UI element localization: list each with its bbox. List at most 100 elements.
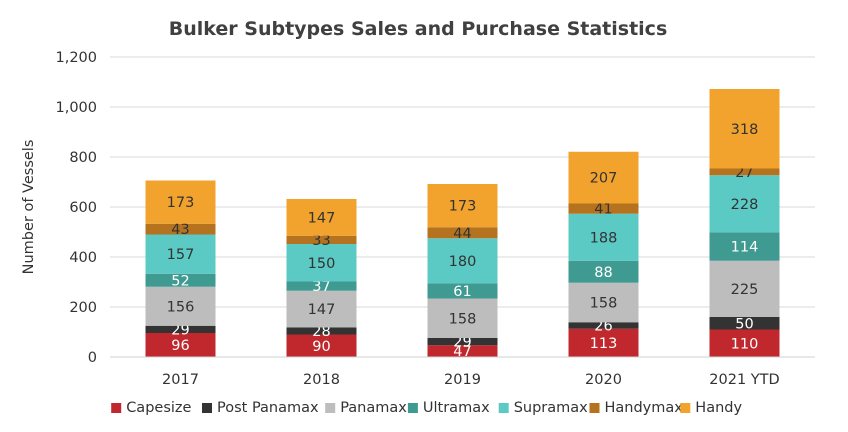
bar-segment <box>709 329 780 357</box>
bar-segment <box>568 151 639 204</box>
data-label: 207 <box>590 171 618 187</box>
legend-swatch <box>202 403 212 413</box>
data-label: 113 <box>590 336 618 352</box>
legend-swatch <box>325 403 336 413</box>
bar-segment <box>145 333 216 357</box>
legend-swatch <box>589 403 600 413</box>
legend-item: Panamax <box>325 400 407 416</box>
bar-segment <box>286 290 357 328</box>
data-label: 147 <box>308 210 336 226</box>
bar-segment <box>568 322 639 329</box>
data-label: 158 <box>449 311 477 327</box>
data-label: 44 <box>453 226 471 242</box>
data-label: 150 <box>308 256 336 272</box>
data-label: 27 <box>735 165 753 181</box>
data-label: 96 <box>171 338 189 354</box>
bar-segment <box>286 235 357 244</box>
y-tick-label: 800 <box>69 150 97 166</box>
legend-label: Handy <box>695 400 742 416</box>
y-tick-label: 600 <box>69 200 97 216</box>
legend-item: Post Panamax <box>202 400 319 416</box>
bar-segment <box>427 238 498 284</box>
bar-segment <box>709 89 780 169</box>
legend-label: Post Panamax <box>217 400 319 416</box>
bar-segment <box>709 175 780 233</box>
data-label: 52 <box>171 273 189 289</box>
bar-segment <box>145 223 216 235</box>
data-label: 225 <box>731 282 759 298</box>
data-label: 28 <box>312 324 330 340</box>
bar-segment <box>286 281 357 291</box>
data-label: 156 <box>167 299 195 315</box>
x-axis-ticks: 2017 2018 2019 2020 2021 YTD <box>162 372 780 388</box>
legend-item: Supramax <box>498 400 588 416</box>
bar-segment <box>709 260 780 317</box>
bar-segment <box>709 232 780 261</box>
bar-segment <box>145 234 216 274</box>
bar-segment <box>568 282 639 323</box>
bar-segment <box>427 298 498 338</box>
data-label: 318 <box>731 122 759 138</box>
bar-segment <box>145 180 216 224</box>
legend-item: Ultramax <box>407 400 490 416</box>
data-label: 147 <box>308 302 336 318</box>
legend-swatch <box>498 403 509 413</box>
legend-swatch <box>111 403 122 413</box>
bar-segment <box>286 334 357 357</box>
x-tick-label: 2017 <box>162 372 199 388</box>
bar-segment <box>709 317 780 330</box>
bar-segment <box>709 168 780 176</box>
data-label: 50 <box>735 316 753 332</box>
data-label: 61 <box>453 284 471 300</box>
x-tick-label: 2018 <box>303 372 340 388</box>
legend-label: Supramax <box>514 400 588 416</box>
legend-item: Handymax <box>589 400 683 416</box>
x-tick-label: 2019 <box>444 372 481 388</box>
data-label: 110 <box>731 336 759 352</box>
data-label: 180 <box>449 254 477 270</box>
data-label: 173 <box>167 195 195 211</box>
data-label: 158 <box>590 296 618 312</box>
bar-segment <box>427 227 498 239</box>
x-tick-label: 2021 YTD <box>709 372 779 388</box>
legend-label: Panamax <box>340 400 407 416</box>
y-tick-label: 200 <box>69 300 97 316</box>
data-label: 29 <box>453 335 471 351</box>
data-label: 26 <box>594 319 612 335</box>
data-label: 188 <box>590 230 618 246</box>
y-tick-label: 1,000 <box>55 100 97 116</box>
chart-title: Bulker Subtypes Sales and Purchase Stati… <box>169 18 668 40</box>
data-label: 157 <box>167 247 195 263</box>
y-tick-label: 0 <box>88 350 97 366</box>
data-label: 173 <box>449 199 477 215</box>
legend-item: Capesize <box>111 400 192 416</box>
bar-segment <box>286 244 357 282</box>
bar-segment <box>145 286 216 326</box>
bar-segment <box>427 338 498 346</box>
legend: Capesize Post Panamax Panamax Ultramax Supra… <box>111 400 742 416</box>
bar-segment <box>427 283 498 299</box>
legend-label: Capesize <box>126 400 191 416</box>
bar-group: 110 50 225 114 228 27 318 <box>709 89 780 357</box>
bar-segment <box>145 273 216 287</box>
y-tick-label: 1,200 <box>55 50 97 66</box>
bar-segment <box>568 260 639 283</box>
data-label: 37 <box>312 279 330 295</box>
bar-segment <box>568 213 639 261</box>
data-label: 228 <box>731 197 759 213</box>
bar-segment <box>427 184 498 228</box>
bars: 9629156521574317390281473715033147472915… <box>145 89 780 360</box>
data-label: 43 <box>171 222 189 238</box>
data-label: 88 <box>594 265 612 281</box>
data-label: 114 <box>731 240 759 256</box>
data-label: 29 <box>171 322 189 338</box>
data-label: 41 <box>594 202 612 218</box>
bar-segment <box>568 328 639 357</box>
y-axis-title: Number of Vessels <box>21 140 37 275</box>
legend-item: Handy <box>680 400 742 416</box>
data-label: 90 <box>312 339 330 355</box>
